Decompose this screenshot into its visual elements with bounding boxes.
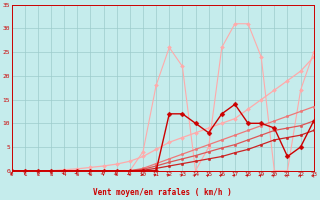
X-axis label: Vent moyen/en rafales ( km/h ): Vent moyen/en rafales ( km/h ) bbox=[93, 188, 232, 197]
